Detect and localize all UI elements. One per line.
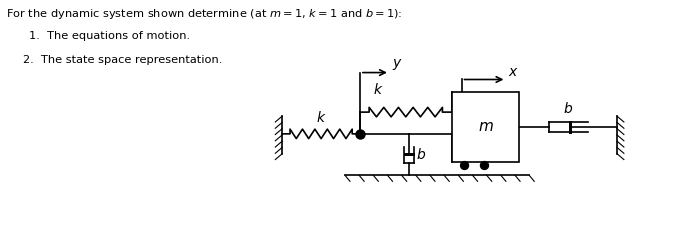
- Text: $x$: $x$: [508, 64, 519, 79]
- Circle shape: [480, 162, 489, 169]
- Text: $b$: $b$: [563, 101, 573, 116]
- Text: $k$: $k$: [316, 110, 326, 125]
- Text: $m$: $m$: [477, 120, 494, 134]
- Circle shape: [461, 162, 468, 169]
- Text: 2.  The state space representation.: 2. The state space representation.: [23, 55, 223, 65]
- Text: 1.  The equations of motion.: 1. The equations of motion.: [29, 31, 190, 41]
- Text: $k$: $k$: [372, 82, 383, 97]
- Text: $y$: $y$: [392, 57, 402, 71]
- Bar: [452, 92, 519, 162]
- Text: For the dynamic system shown determine (at $m=1$, $k=1$ and $b=1$):: For the dynamic system shown determine (…: [6, 7, 402, 21]
- Text: $b$: $b$: [416, 147, 426, 162]
